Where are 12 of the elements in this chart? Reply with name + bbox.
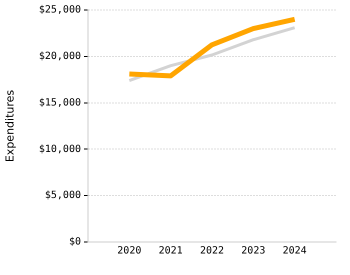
x-tick-label: 2021	[158, 246, 183, 257]
x-tick-label: 2020	[117, 246, 142, 257]
x-tick-label: 2024	[282, 246, 307, 257]
y-tick-label: $5,000	[44, 190, 81, 202]
x-tick-label: 2022	[200, 246, 224, 257]
y-tick-label: $0	[68, 236, 81, 248]
y-tick-label: $15,000	[38, 97, 81, 108]
y-tick-label: $25,000	[38, 4, 81, 16]
y-tick-label: $20,000	[38, 50, 81, 62]
y-axis-title: Expenditures	[3, 90, 16, 162]
y-tick-label: $10,000	[38, 144, 81, 155]
x-tick-label: 2023	[241, 246, 266, 257]
